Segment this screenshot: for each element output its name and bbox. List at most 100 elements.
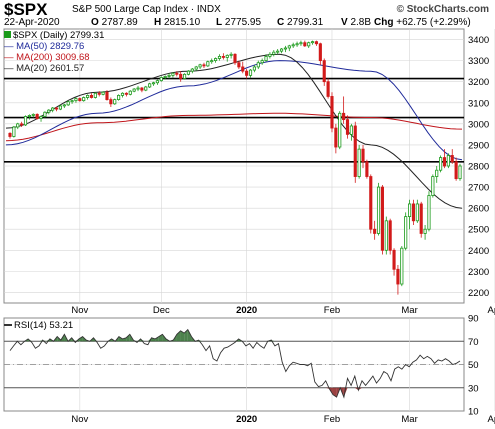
candle-body [89,94,94,98]
candle-body [171,72,175,76]
candle-body [221,56,225,58]
candle-body [314,41,319,45]
candle-body [140,87,144,91]
candle-body [419,203,423,234]
candle-body [31,113,35,116]
candle-body [70,100,74,103]
candle-body [311,41,315,44]
candle-body [279,48,284,52]
price-x-label: Nov [71,305,88,316]
candle-body [43,111,47,117]
candle-body [124,92,128,95]
rsi-x-label: Apr [488,414,495,425]
candle-body [109,99,113,105]
index-description: S&P 500 Large Cap Index [72,4,189,15]
candle-body [35,113,39,119]
candle-body [66,101,70,106]
candle-body [159,77,163,82]
rsi-extreme-fill [78,336,83,342]
price-x-label: 2020 [236,305,257,316]
rsi-tick-label: 50 [468,360,479,371]
price-tick-label: 2900 [468,140,489,151]
candle-body [8,132,12,137]
candle-body [20,123,24,126]
candle-body [179,73,183,79]
candle-body [404,216,408,249]
candle-body [299,42,303,45]
candle-body [93,92,97,98]
candle-body [303,42,307,47]
candle-body [190,68,194,72]
candle-body [175,72,179,75]
close-stat: C 2799.31 [277,17,324,28]
candle-body [427,195,431,230]
candle-body [86,94,90,98]
candle-body [245,70,249,76]
candle-body [384,220,388,251]
candle-body [283,47,287,50]
candle-body [113,99,117,105]
candle-body [225,54,229,58]
candle-body [392,249,396,270]
ma200-line [5,112,463,142]
candle-body [442,157,447,167]
candle-body [260,60,264,64]
candle-body [51,107,55,111]
rsi-line [9,328,461,399]
rsi-tick-label: 70 [468,337,479,348]
rsi-x-label: 2020 [236,414,257,425]
candle-body [408,203,412,217]
candle-body [16,123,20,128]
candle-body [194,66,198,70]
rsi-extreme-fill [332,387,337,398]
candle-body [252,66,256,71]
candle-body [78,98,82,102]
rsi-x-label: Mar [401,414,417,425]
price-tick-label: 3300 [468,56,489,67]
price-x-label: Feb [324,305,340,316]
candle-body [446,155,450,167]
candle-body [334,127,338,148]
candle-body [272,51,276,55]
candle-body [338,112,342,148]
candle-body [353,125,357,177]
date: 22-Apr-2020 [4,17,60,28]
candle-body [287,45,291,49]
candle-body [454,161,458,180]
price-tick-label: 2400 [468,246,489,257]
price-x-label: Apr [488,305,495,316]
price-tick-label: 3200 [468,77,489,88]
rsi-legend: RSI(14) 53.21 [4,320,73,331]
rsi-tick-label: 10 [468,407,479,418]
candle-body [435,169,439,177]
price-tick-label: 3400 [468,35,489,46]
candle-body [276,50,280,53]
price-x-label: Dec [153,305,170,316]
candle-body [373,228,377,234]
candle-body [349,125,353,135]
candle-body [318,43,322,62]
rsi-extreme-fill [187,329,192,342]
rsi-x-label: Feb [324,414,340,425]
candle-body [62,104,66,107]
legend-price: $SPX (Daily) 2799.31 [4,30,104,41]
candle-body [307,42,311,47]
rsi-extreme-fill [158,334,163,342]
candle-body [291,44,295,47]
high-stat: H 2815.10 [154,17,201,28]
candle-body [415,203,419,222]
candle-body [74,98,78,102]
candle-body [388,220,392,251]
candle-body [380,186,384,251]
brand: © StockCharts.com [396,4,489,15]
legend-ma20: — MA(20) 2601.57 [4,63,85,74]
rsi-extreme-fill [354,387,359,391]
volume-stat: V 2.8B [341,17,372,28]
candle-body [217,56,222,59]
candle-body [237,62,241,68]
candle-body [268,53,272,57]
price-tick-label: 2200 [468,288,489,299]
candle-body [326,81,330,97]
candle-body [376,186,381,234]
